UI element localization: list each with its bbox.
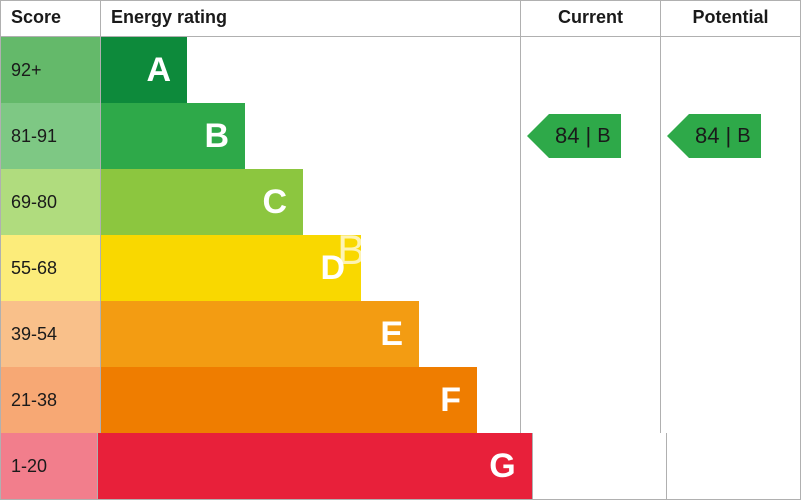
chart-body: 92+A81-91B84|B84|B69-80C55-68D39-54E21-3…	[1, 37, 800, 499]
score-cell: 81-91	[1, 103, 101, 169]
score-cell: 92+	[1, 37, 101, 103]
score-label: 69-80	[11, 192, 57, 213]
epc-chart: Score Energy rating Current Potential 92…	[0, 0, 801, 500]
rating-letter: A	[146, 53, 171, 87]
band-row-f: 21-38 F	[1, 367, 800, 433]
current-cell	[520, 235, 660, 301]
rating-letter: D	[320, 251, 345, 285]
potential-cell: 84| B	[660, 103, 800, 169]
rating-letter: B	[204, 119, 229, 153]
current-cell	[520, 301, 660, 367]
score-label: 39-54	[11, 324, 57, 345]
bar-cell: F	[101, 367, 520, 433]
potential-cell	[660, 169, 800, 235]
score-label: 21-38	[11, 390, 57, 411]
rating-bar-a: A	[101, 37, 187, 103]
marker-body: 84| B	[549, 114, 621, 158]
current-marker: 84| B	[527, 114, 621, 158]
bar-cell: B	[101, 103, 520, 169]
score-cell: 39-54	[1, 301, 101, 367]
current-cell	[520, 169, 660, 235]
score-cell: 55-68	[1, 235, 101, 301]
rating-bar-g: G	[98, 433, 532, 499]
current-cell	[532, 433, 666, 499]
score-cell: 1-20	[1, 433, 98, 499]
header-row: Score Energy rating Current Potential	[1, 1, 800, 37]
potential-cell	[666, 433, 800, 499]
potential-cell	[660, 301, 800, 367]
bar-cell: A	[101, 37, 520, 103]
band-row-b: 81-91B84|B84|B	[1, 103, 800, 169]
marker-grade: B	[737, 125, 750, 148]
marker-grade: B	[597, 125, 610, 148]
marker-arrow-icon	[527, 114, 549, 158]
band-row-g: 1-20 G	[1, 433, 800, 499]
marker-value: 84	[695, 123, 719, 149]
marker-separator: |	[585, 123, 591, 149]
score-cell: 69-80	[1, 169, 101, 235]
rating-bar-b: B	[101, 103, 245, 169]
header-score: Score	[1, 1, 101, 36]
band-row-c: 69-80 C	[1, 169, 800, 235]
rating-bar-f: F	[101, 367, 477, 433]
header-current: Current	[520, 1, 660, 36]
current-cell	[520, 37, 660, 103]
potential-marker: 84| B	[667, 114, 761, 158]
band-row-d: 55-68 D	[1, 235, 800, 301]
header-potential: Potential	[660, 1, 800, 36]
potential-cell	[660, 37, 800, 103]
score-label: 81-91	[11, 126, 57, 147]
band-row-e: 39-54 E	[1, 301, 800, 367]
rating-letter: G	[489, 449, 515, 483]
score-label: 55-68	[11, 258, 57, 279]
marker-body: 84| B	[689, 114, 761, 158]
header-energy: Energy rating	[101, 1, 520, 36]
potential-cell	[660, 235, 800, 301]
rating-bar-c: C	[101, 169, 303, 235]
rating-bar-e: E	[101, 301, 419, 367]
rating-letter: C	[262, 185, 287, 219]
marker-arrow-icon	[667, 114, 689, 158]
score-label: 1-20	[11, 456, 47, 477]
bar-cell: E	[101, 301, 520, 367]
score-cell: 21-38	[1, 367, 101, 433]
current-cell: 84| B	[520, 103, 660, 169]
bar-cell: D	[101, 235, 520, 301]
rating-letter: F	[440, 383, 461, 417]
marker-value: 84	[555, 123, 579, 149]
rating-bar-d: D	[101, 235, 361, 301]
rating-letter: E	[380, 317, 403, 351]
bar-cell: G	[98, 433, 532, 499]
band-row-a: 92+ A	[1, 37, 800, 103]
current-cell	[520, 367, 660, 433]
potential-cell	[660, 367, 800, 433]
bar-cell: C	[101, 169, 520, 235]
marker-separator: |	[725, 123, 731, 149]
score-label: 92+	[11, 60, 42, 81]
